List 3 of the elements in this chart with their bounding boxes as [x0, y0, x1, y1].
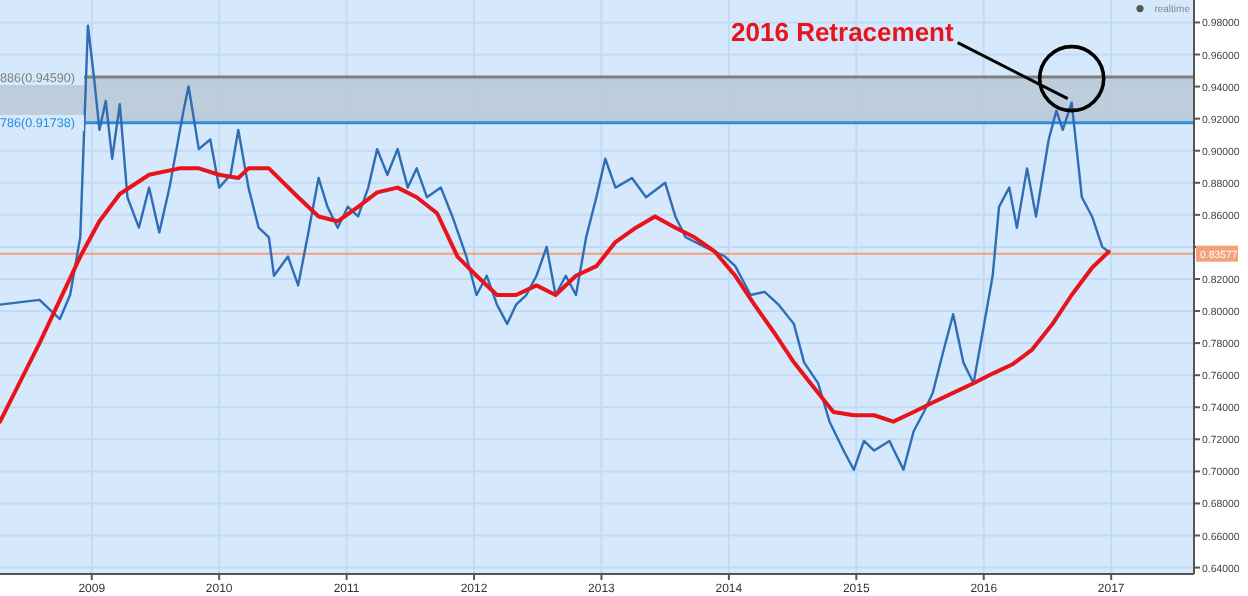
line-series: [0, 166, 1111, 424]
line-series: [0, 24, 1110, 471]
annotation: 2016 Retracement: [731, 16, 955, 47]
